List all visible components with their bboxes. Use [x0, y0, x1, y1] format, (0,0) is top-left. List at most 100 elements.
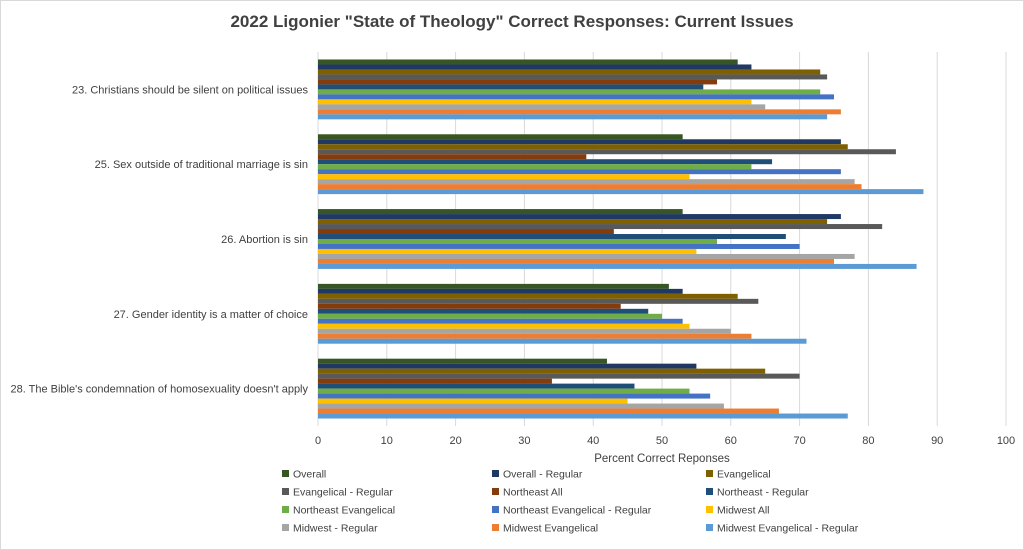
legend-label: Northeast All — [503, 487, 563, 499]
bar-11-cat-5 — [318, 409, 779, 414]
legend-label: Midwest Evangelical — [503, 523, 598, 535]
x-tick-label: 90 — [931, 435, 943, 447]
bar-5-cat-1 — [318, 79, 717, 84]
legend-label: Northeast Evangelical — [293, 505, 395, 517]
bar-7-cat-2 — [318, 164, 751, 169]
category-label: 26. Abortion is sin — [221, 234, 308, 246]
bar-9-cat-2 — [318, 174, 690, 179]
bar-4-cat-4 — [318, 299, 758, 304]
x-tick-label: 50 — [656, 435, 668, 447]
bar-5-cat-4 — [318, 304, 621, 309]
bars — [318, 59, 923, 418]
legend-swatch — [706, 506, 713, 513]
bar-6-cat-5 — [318, 384, 634, 389]
legend-label: Midwest All — [717, 505, 770, 517]
bar-10-cat-1 — [318, 104, 765, 109]
bar-3-cat-5 — [318, 369, 765, 374]
bar-8-cat-3 — [318, 244, 800, 249]
legend-label: Midwest - Regular — [293, 523, 378, 535]
legend-swatch — [492, 524, 499, 531]
bar-10-cat-4 — [318, 329, 731, 334]
category-label: 28. The Bible's condemnation of homosexu… — [10, 384, 308, 396]
x-tick-label: 60 — [725, 435, 737, 447]
bar-11-cat-1 — [318, 109, 841, 114]
bar-10-cat-2 — [318, 179, 855, 184]
x-tick-label: 40 — [587, 435, 599, 447]
bar-11-cat-4 — [318, 334, 751, 339]
bar-6-cat-4 — [318, 309, 648, 314]
bar-1-cat-5 — [318, 359, 607, 364]
bar-12-cat-3 — [318, 264, 917, 269]
bar-3-cat-1 — [318, 69, 820, 74]
bar-6-cat-2 — [318, 159, 772, 164]
bar-6-cat-3 — [318, 234, 786, 239]
bar-12-cat-4 — [318, 339, 806, 344]
bar-1-cat-4 — [318, 284, 669, 289]
bar-10-cat-3 — [318, 254, 855, 259]
x-tick-label: 10 — [381, 435, 393, 447]
x-tick-label: 30 — [518, 435, 530, 447]
bar-9-cat-1 — [318, 99, 751, 104]
bar-1-cat-2 — [318, 134, 683, 139]
category-label: 25. Sex outside of traditional marriage … — [95, 159, 308, 171]
bar-11-cat-3 — [318, 259, 834, 264]
bar-3-cat-3 — [318, 219, 827, 224]
x-axis: 0 10 20 30 40 50 60 70 80 90 100 — [315, 435, 1015, 447]
bar-8-cat-2 — [318, 169, 841, 174]
bar-9-cat-3 — [318, 249, 696, 254]
x-axis-title: Percent Correct Reponses — [594, 453, 730, 465]
bar-3-cat-2 — [318, 144, 848, 149]
legend-label: Evangelical — [717, 469, 771, 481]
bar-12-cat-2 — [318, 189, 923, 194]
bar-8-cat-4 — [318, 319, 683, 324]
legend-label: Overall — [293, 469, 326, 481]
bar-4-cat-1 — [318, 74, 827, 79]
legend-swatch — [282, 488, 289, 495]
bar-5-cat-2 — [318, 154, 586, 159]
legend-swatch — [492, 488, 499, 495]
x-tick-label: 70 — [793, 435, 805, 447]
bar-1-cat-1 — [318, 59, 738, 64]
legend-swatch — [706, 524, 713, 531]
category-label: 23. Christians should be silent on polit… — [72, 84, 309, 96]
bar-1-cat-3 — [318, 209, 683, 214]
bar-8-cat-5 — [318, 394, 710, 399]
legend-label: Evangelical - Regular — [293, 487, 393, 499]
legend-swatch — [282, 506, 289, 513]
bar-2-cat-1 — [318, 64, 751, 69]
bar-9-cat-5 — [318, 399, 628, 404]
bar-3-cat-4 — [318, 294, 738, 299]
bar-9-cat-4 — [318, 324, 690, 329]
bar-7-cat-1 — [318, 89, 820, 94]
bar-2-cat-3 — [318, 214, 841, 219]
bar-4-cat-5 — [318, 374, 800, 379]
x-tick-label: 0 — [315, 435, 321, 447]
bar-7-cat-4 — [318, 314, 662, 319]
bar-6-cat-1 — [318, 84, 703, 89]
legend-swatch — [282, 470, 289, 477]
bar-8-cat-1 — [318, 94, 834, 99]
legend-swatch — [706, 470, 713, 477]
legend-label: Northeast Evangelical - Regular — [503, 505, 652, 517]
legend-swatch — [492, 470, 499, 477]
bar-2-cat-4 — [318, 289, 683, 294]
bar-5-cat-5 — [318, 379, 552, 384]
bar-7-cat-5 — [318, 389, 690, 394]
bar-4-cat-3 — [318, 224, 882, 229]
legend-swatch — [492, 506, 499, 513]
bar-2-cat-5 — [318, 364, 696, 369]
legend-label: Overall - Regular — [503, 469, 583, 481]
legend: Overall Overall - Regular Evangelical Evang… — [282, 469, 859, 535]
legend-label: Midwest Evangelical - Regular — [717, 523, 859, 535]
bar-12-cat-1 — [318, 114, 827, 119]
legend-label: Northeast - Regular — [717, 487, 809, 499]
x-tick-label: 100 — [997, 435, 1015, 447]
bar-4-cat-2 — [318, 149, 896, 154]
bar-5-cat-3 — [318, 229, 614, 234]
bar-2-cat-2 — [318, 139, 841, 144]
category-label: 27. Gender identity is a matter of choic… — [114, 309, 308, 321]
x-tick-label: 80 — [862, 435, 874, 447]
chart-title: 2022 Ligonier "State of Theology" Correc… — [230, 12, 793, 31]
bar-11-cat-2 — [318, 184, 862, 189]
chart-svg: 2022 Ligonier "State of Theology" Correc… — [0, 0, 1024, 550]
